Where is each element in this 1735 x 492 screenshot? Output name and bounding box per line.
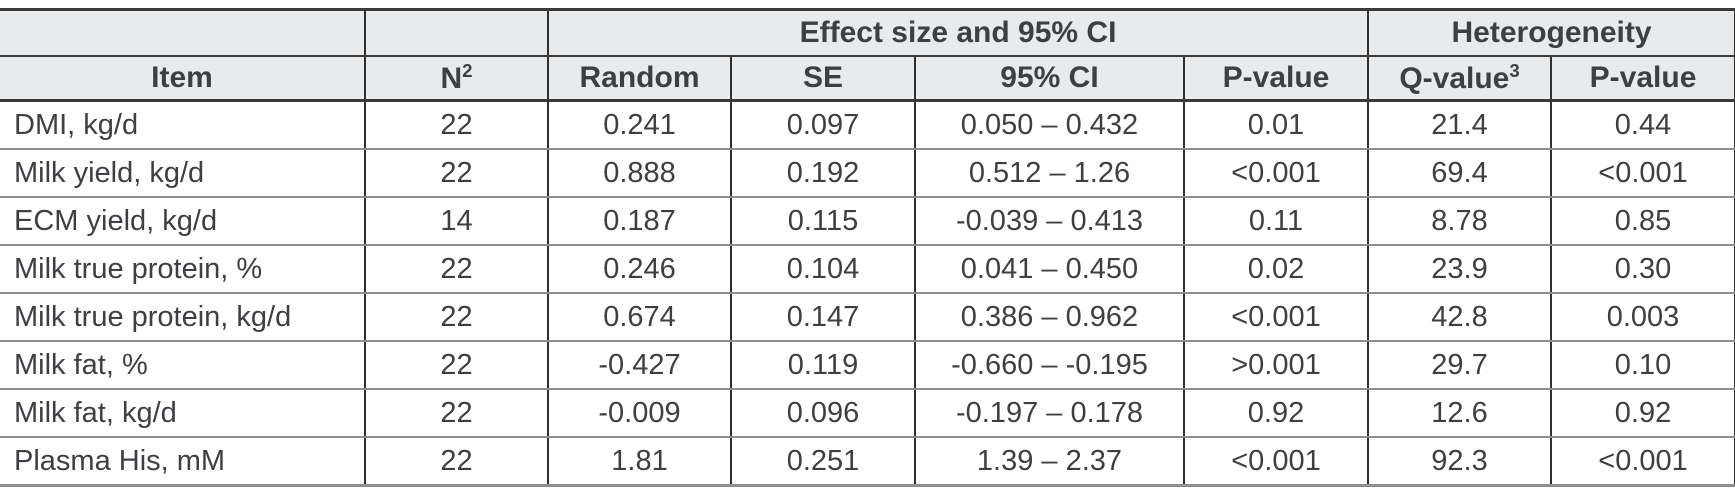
group-header-heterogeneity: Heterogeneity: [1367, 8, 1735, 57]
cell-pvalue: 0.92: [1182, 389, 1369, 438]
cell-n: 22: [364, 149, 548, 198]
table-row: DMI, kg/d 22 0.241 0.097 0.050 – 0.432 0…: [0, 100, 1735, 150]
cell-item: DMI, kg/d: [0, 100, 365, 150]
cell-random: -0.427: [547, 341, 731, 390]
col-header-n: N2: [364, 56, 548, 102]
cell-item: Milk true protein, %: [0, 245, 365, 294]
cell-se: 0.192: [730, 149, 915, 198]
cell-random: 1.81: [547, 437, 731, 487]
cell-pvalue: >0.001: [1182, 341, 1369, 390]
table-row: Milk fat, % 22 -0.427 0.119 -0.660 – -0.…: [0, 341, 1735, 390]
cell-se: 0.251: [730, 437, 915, 487]
group-header-n-spacer: [364, 8, 548, 57]
cell-ci: 0.386 – 0.962: [914, 293, 1184, 342]
cell-item: ECM yield, kg/d: [0, 197, 365, 246]
cell-qvalue: 69.4: [1367, 149, 1552, 198]
cell-n: 22: [364, 341, 548, 390]
cell-random: 0.241: [547, 100, 731, 150]
cell-het-pvalue: <0.001: [1550, 437, 1735, 487]
cell-random: 0.888: [547, 149, 731, 198]
cell-het-pvalue: 0.85: [1550, 197, 1735, 246]
group-header-row: Effect size and 95% CI Heterogeneity: [0, 8, 1735, 57]
cell-pvalue: <0.001: [1182, 437, 1369, 487]
col-header-pvalue: P-value: [1182, 56, 1369, 102]
table-row: Milk true protein, % 22 0.246 0.104 0.04…: [0, 245, 1735, 294]
table-body: DMI, kg/d 22 0.241 0.097 0.050 – 0.432 0…: [0, 100, 1735, 487]
cell-se: 0.147: [730, 293, 915, 342]
cell-qvalue: 12.6: [1367, 389, 1552, 438]
cell-n: 14: [364, 197, 548, 246]
cell-het-pvalue: <0.001: [1550, 149, 1735, 198]
cell-qvalue: 29.7: [1367, 341, 1552, 390]
cell-ci: 0.512 – 1.26: [914, 149, 1184, 198]
cell-item: Plasma His, mM: [0, 437, 365, 487]
cell-het-pvalue: 0.44: [1550, 100, 1735, 150]
group-header-item-spacer: [0, 8, 365, 57]
cell-het-pvalue: 0.10: [1550, 341, 1735, 390]
col-header-het-pvalue: P-value: [1550, 56, 1735, 102]
cell-se: 0.119: [730, 341, 915, 390]
cell-se: 0.097: [730, 100, 915, 150]
cell-n: 22: [364, 293, 548, 342]
cell-ci: -0.660 – -0.195: [914, 341, 1184, 390]
cell-pvalue: 0.01: [1182, 100, 1369, 150]
cell-het-pvalue: 0.92: [1550, 389, 1735, 438]
table-header: Effect size and 95% CI Heterogeneity Ite…: [0, 8, 1735, 102]
cell-qvalue: 21.4: [1367, 100, 1552, 150]
col-header-random: Random: [547, 56, 731, 102]
cell-ci: 0.050 – 0.432: [914, 100, 1184, 150]
cell-n: 22: [364, 437, 548, 487]
cell-qvalue: 42.8: [1367, 293, 1552, 342]
cell-ci: 1.39 – 2.37: [914, 437, 1184, 487]
cell-pvalue: 0.02: [1182, 245, 1369, 294]
table-row: Milk yield, kg/d 22 0.888 0.192 0.512 – …: [0, 149, 1735, 198]
meta-analysis-table: Effect size and 95% CI Heterogeneity Ite…: [0, 8, 1735, 487]
cell-se: 0.115: [730, 197, 915, 246]
cell-ci: 0.041 – 0.450: [914, 245, 1184, 294]
cell-n: 22: [364, 389, 548, 438]
cell-n: 22: [364, 245, 548, 294]
group-header-effect-size: Effect size and 95% CI: [546, 8, 1369, 57]
table-row: ECM yield, kg/d 14 0.187 0.115 -0.039 – …: [0, 197, 1735, 246]
cell-het-pvalue: 0.30: [1550, 245, 1735, 294]
table-row: Plasma His, mM 22 1.81 0.251 1.39 – 2.37…: [0, 437, 1735, 487]
cell-random: 0.246: [547, 245, 731, 294]
table-row: Milk true protein, kg/d 22 0.674 0.147 0…: [0, 293, 1735, 342]
cell-pvalue: <0.001: [1182, 149, 1369, 198]
cell-random: 0.187: [547, 197, 731, 246]
cell-n: 22: [364, 100, 548, 150]
cell-item: Milk true protein, kg/d: [0, 293, 365, 342]
col-header-ci: 95% CI: [914, 56, 1184, 102]
cell-qvalue: 23.9: [1367, 245, 1552, 294]
cell-ci: -0.039 – 0.413: [914, 197, 1184, 246]
column-header-row: Item N2 Random SE 95% CI P-value Q-value…: [0, 56, 1735, 102]
cell-item: Milk fat, kg/d: [0, 389, 365, 438]
cell-item: Milk fat, %: [0, 341, 365, 390]
cell-se: 0.104: [730, 245, 915, 294]
cell-qvalue: 92.3: [1367, 437, 1552, 487]
table-row: Milk fat, kg/d 22 -0.009 0.096 -0.197 – …: [0, 389, 1735, 438]
cell-se: 0.096: [730, 389, 915, 438]
col-header-item: Item: [0, 56, 365, 102]
cell-random: 0.674: [547, 293, 731, 342]
cell-item: Milk yield, kg/d: [0, 149, 365, 198]
cell-pvalue: 0.11: [1182, 197, 1369, 246]
col-header-qvalue: Q-value3: [1367, 56, 1552, 102]
cell-het-pvalue: 0.003: [1550, 293, 1735, 342]
cell-random: -0.009: [547, 389, 731, 438]
col-header-se: SE: [730, 56, 915, 102]
cell-pvalue: <0.001: [1182, 293, 1369, 342]
cell-qvalue: 8.78: [1367, 197, 1552, 246]
cell-ci: -0.197 – 0.178: [914, 389, 1184, 438]
